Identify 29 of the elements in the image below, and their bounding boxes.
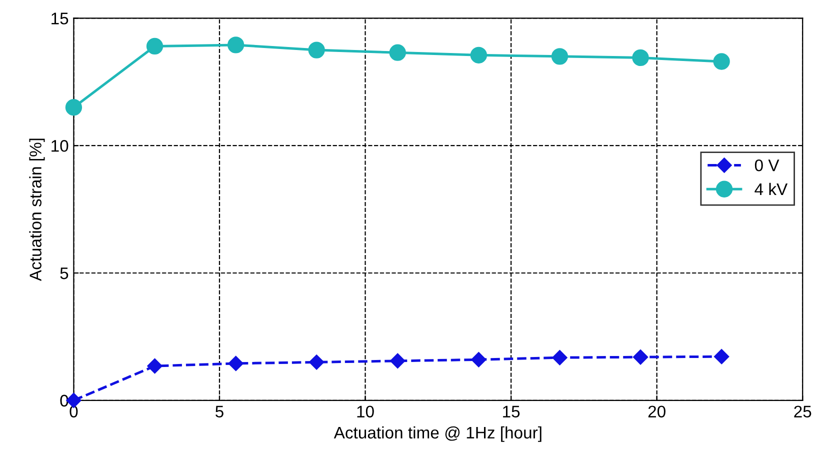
x-tick-label: 20 — [648, 406, 666, 418]
point — [632, 350, 648, 365]
point — [308, 42, 325, 58]
point — [227, 36, 244, 54]
y-axis-title: Actuation strain [%] — [29, 138, 45, 282]
point — [146, 38, 164, 55]
point — [471, 352, 486, 368]
point — [632, 49, 649, 66]
x-tick-label: 5 — [216, 406, 224, 418]
point — [713, 53, 730, 70]
point — [147, 358, 162, 374]
point — [551, 48, 568, 65]
point — [390, 353, 406, 368]
x-tick-label: 15 — [503, 406, 520, 418]
point — [309, 354, 324, 370]
x-tick-label: 10 — [357, 406, 374, 418]
point — [228, 356, 244, 372]
point — [389, 44, 406, 61]
y-tick-label: 10 — [52, 140, 68, 152]
point — [65, 99, 82, 116]
x-axis-title: Actuation time @ 1Hz [hour] — [334, 426, 542, 442]
point — [552, 350, 568, 366]
legend-label: 0 V — [754, 159, 780, 172]
point — [714, 349, 730, 364]
y-tick-label: 5 — [60, 268, 68, 280]
x-tick-label: 25 — [794, 406, 812, 418]
legend-label: 4 kV — [754, 182, 788, 195]
point — [470, 46, 488, 64]
y-tick-label: 15 — [52, 12, 68, 24]
